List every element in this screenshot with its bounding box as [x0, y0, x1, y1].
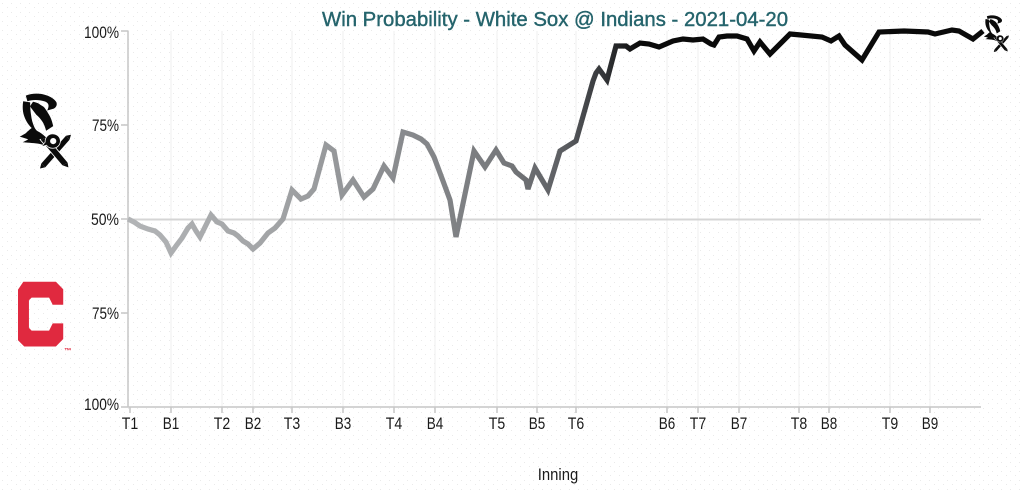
svg-text:T8: T8 [791, 414, 808, 433]
svg-text:Win Probability - White Sox @: Win Probability - White Sox @ Indians - … [322, 9, 788, 31]
svg-text:T9: T9 [882, 414, 899, 433]
svg-text:T1: T1 [122, 414, 139, 433]
svg-text:T4: T4 [386, 414, 403, 433]
svg-text:B5: B5 [529, 414, 546, 433]
svg-text:75%: 75% [92, 116, 119, 135]
svg-text:B6: B6 [659, 414, 676, 433]
svg-text:75%: 75% [92, 304, 119, 323]
svg-text:T2: T2 [214, 414, 231, 433]
svg-text:50%: 50% [91, 210, 119, 229]
svg-text:B9: B9 [922, 414, 939, 433]
svg-text:B7: B7 [731, 414, 748, 433]
svg-text:B1: B1 [163, 414, 180, 433]
svg-text:T7: T7 [690, 414, 707, 433]
svg-text:B8: B8 [821, 414, 838, 433]
svg-text:B2: B2 [245, 414, 262, 433]
svg-text:Inning: Inning [538, 465, 579, 484]
svg-text:100%: 100% [84, 395, 119, 414]
svg-text:™: ™ [64, 346, 71, 355]
svg-text:T3: T3 [284, 414, 301, 433]
svg-text:100%: 100% [84, 23, 119, 42]
svg-text:T6: T6 [568, 414, 585, 433]
svg-text:T5: T5 [489, 414, 506, 433]
svg-text:B3: B3 [335, 414, 352, 433]
svg-text:B4: B4 [427, 414, 444, 433]
